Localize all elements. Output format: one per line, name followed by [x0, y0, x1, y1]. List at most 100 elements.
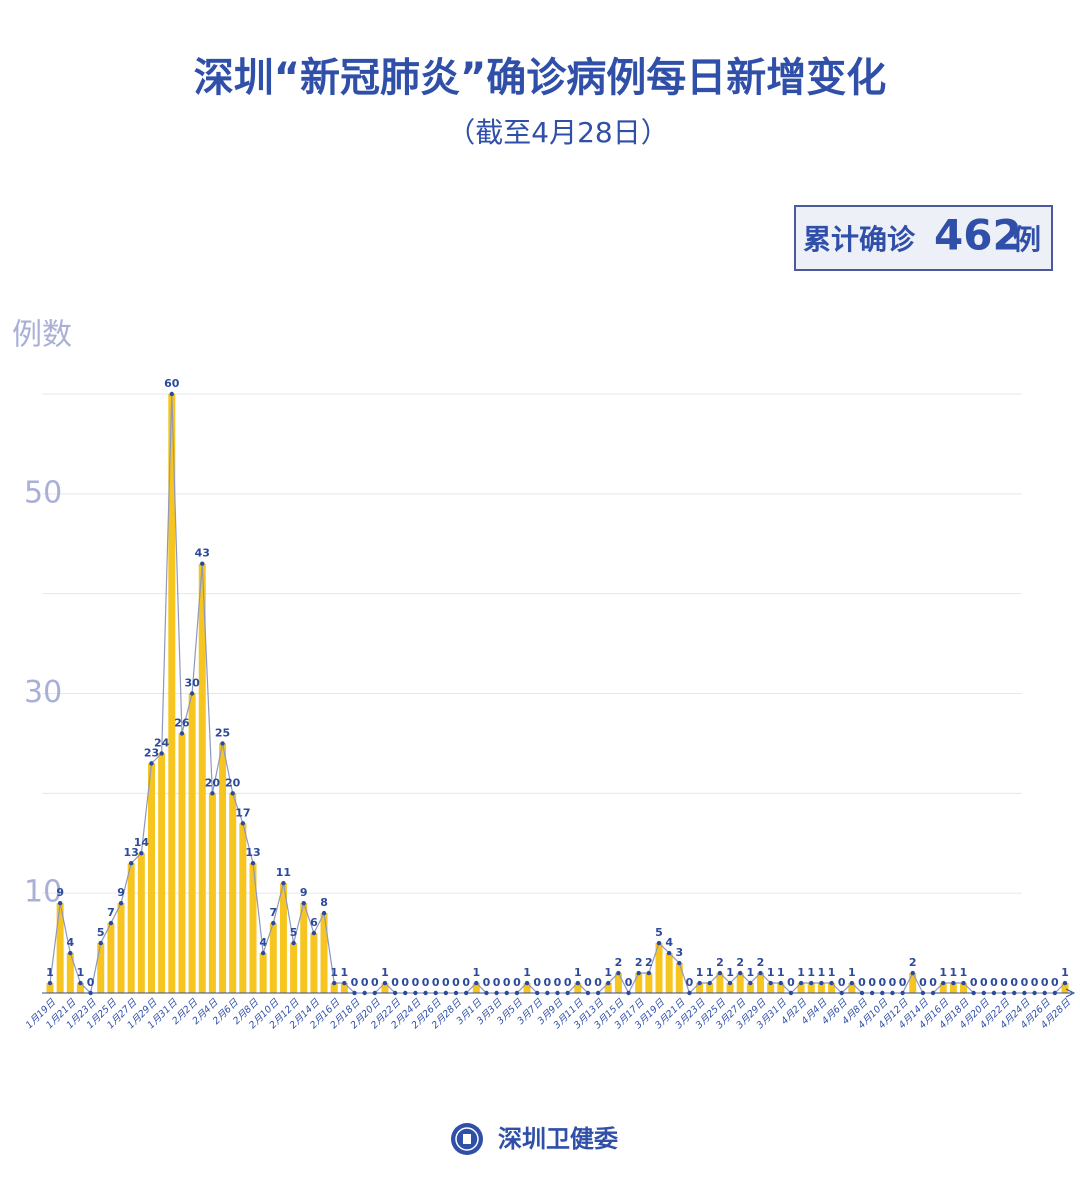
point [149, 761, 154, 766]
point [687, 990, 692, 996]
value-label: 0 [584, 976, 592, 989]
value-label: 0 [919, 976, 927, 989]
value-label: 1 [696, 966, 704, 979]
value-label: 9 [56, 886, 64, 899]
point [403, 990, 408, 996]
bar [137, 853, 145, 993]
bar [46, 983, 54, 993]
point [585, 990, 591, 996]
value-label: 0 [533, 976, 541, 989]
bar [229, 793, 237, 993]
bar [310, 933, 318, 993]
value-label: 0 [1021, 976, 1029, 989]
point [545, 990, 550, 996]
point [727, 980, 733, 986]
point [565, 990, 570, 996]
value-label: 1 [960, 966, 968, 979]
total-value: 462 [934, 211, 1022, 260]
value-label: 0 [401, 976, 409, 989]
value-label: 26 [174, 716, 190, 729]
bar [736, 973, 744, 993]
point [423, 990, 428, 996]
value-label: 1 [381, 966, 389, 979]
bar [1061, 983, 1069, 993]
point [606, 980, 611, 986]
point [453, 990, 459, 996]
point [910, 970, 915, 976]
point [1012, 990, 1017, 996]
value-label: 20 [205, 776, 221, 789]
value-label: 3 [675, 946, 683, 959]
bar [817, 983, 825, 993]
value-label: 0 [594, 976, 602, 989]
bar [300, 903, 308, 993]
bar [97, 943, 105, 993]
point [656, 940, 662, 946]
point [129, 861, 134, 866]
point [524, 980, 530, 986]
point [829, 980, 834, 986]
point [514, 990, 520, 996]
point [788, 990, 794, 996]
total-prefix: 累计确诊 [803, 223, 916, 256]
point [200, 561, 205, 566]
point [362, 990, 367, 996]
point [494, 990, 499, 996]
point [260, 950, 266, 956]
bar [949, 983, 957, 993]
value-label: 9 [117, 886, 125, 899]
value-label: 0 [1041, 976, 1049, 989]
point [707, 980, 712, 986]
bar [574, 983, 582, 993]
point [575, 980, 580, 986]
point [68, 950, 73, 956]
point [616, 970, 621, 976]
point [392, 990, 398, 996]
value-label: 7 [269, 906, 277, 919]
value-label: 1 [726, 966, 734, 979]
bar [706, 983, 714, 993]
value-label: 0 [838, 976, 846, 989]
value-label: 0 [452, 976, 460, 989]
point [332, 980, 337, 986]
point [433, 990, 438, 996]
value-label: 13 [245, 846, 260, 859]
value-label: 0 [544, 976, 552, 989]
value-label: 1 [523, 966, 531, 979]
value-label: 20 [225, 776, 241, 789]
bar [909, 973, 917, 993]
value-label: 1 [777, 966, 785, 979]
point [849, 980, 855, 986]
point [372, 990, 377, 996]
value-label: 0 [462, 976, 470, 989]
bar [848, 983, 856, 993]
value-label: 2 [716, 956, 724, 969]
value-label: 0 [878, 976, 886, 989]
value-label: 2 [909, 956, 917, 969]
value-label: 0 [929, 976, 937, 989]
point [108, 920, 114, 926]
bar [320, 913, 328, 993]
bar [716, 973, 724, 993]
point [778, 980, 783, 986]
value-label: 6 [310, 916, 318, 929]
point [748, 980, 753, 986]
point [118, 900, 124, 906]
point [321, 910, 327, 916]
bar [655, 943, 663, 993]
point [920, 990, 926, 996]
value-label: 23 [144, 746, 159, 759]
value-label: 25 [215, 726, 230, 739]
value-label: 17 [235, 806, 250, 819]
value-label: 0 [361, 976, 369, 989]
point [697, 980, 702, 986]
x-axis-arrow [1065, 988, 1076, 998]
point [504, 990, 509, 996]
bar [188, 693, 196, 993]
value-label: 1 [747, 966, 755, 979]
value-label: 0 [432, 976, 440, 989]
value-label: 14 [134, 836, 150, 849]
value-label: 1 [939, 966, 947, 979]
source-logo [451, 1123, 483, 1155]
bar [127, 863, 135, 993]
